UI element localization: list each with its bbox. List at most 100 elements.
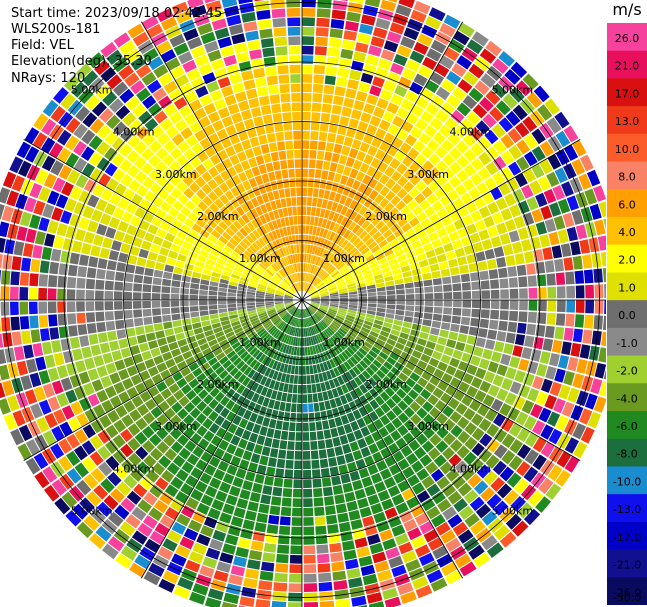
range-gate bbox=[296, 347, 300, 356]
range-gate bbox=[195, 413, 207, 425]
range-gate bbox=[100, 188, 114, 202]
range-gate bbox=[476, 182, 489, 195]
range-gate bbox=[282, 323, 288, 332]
range-gate bbox=[334, 193, 342, 203]
range-gate bbox=[346, 500, 358, 512]
range-gate bbox=[260, 376, 268, 386]
range-gate bbox=[434, 292, 443, 300]
range-gate bbox=[433, 285, 443, 293]
range-gate bbox=[24, 197, 37, 213]
range-gate bbox=[415, 153, 427, 166]
range-gate bbox=[435, 440, 449, 453]
range-gate bbox=[249, 244, 258, 254]
range-gate bbox=[344, 256, 353, 264]
range-gate bbox=[403, 181, 415, 193]
range-gate bbox=[548, 231, 560, 246]
ring-label: 4.00km bbox=[113, 462, 155, 475]
range-gate bbox=[349, 470, 361, 482]
range-gate bbox=[372, 359, 382, 369]
range-gate bbox=[76, 289, 85, 300]
range-gate bbox=[175, 469, 189, 482]
range-gate bbox=[398, 76, 412, 89]
range-gate bbox=[413, 223, 424, 234]
range-gate bbox=[114, 281, 124, 291]
range-gate bbox=[41, 246, 53, 261]
range-gate bbox=[88, 135, 103, 150]
range-gate bbox=[329, 466, 340, 477]
range-gate bbox=[285, 374, 291, 384]
range-gate bbox=[290, 545, 302, 555]
range-gate bbox=[415, 395, 427, 407]
range-gate bbox=[141, 240, 152, 251]
range-gate bbox=[361, 344, 370, 353]
range-gate bbox=[601, 331, 606, 347]
range-gate bbox=[97, 124, 112, 140]
range-gate bbox=[518, 276, 528, 288]
range-gate bbox=[421, 186, 433, 199]
range-gate bbox=[237, 406, 247, 417]
range-gate bbox=[376, 286, 386, 292]
range-gate bbox=[477, 403, 490, 417]
range-gate bbox=[425, 364, 436, 375]
range-gate bbox=[168, 365, 180, 376]
range-gate bbox=[314, 354, 319, 364]
colorbar-tick-label: -13.0 bbox=[613, 503, 641, 516]
range-gate bbox=[156, 427, 169, 440]
range-gate bbox=[292, 356, 297, 365]
range-gate bbox=[207, 191, 219, 202]
range-gate bbox=[246, 390, 255, 401]
range-gate bbox=[292, 121, 301, 131]
range-gate bbox=[182, 175, 194, 187]
range-gate bbox=[427, 447, 441, 460]
range-gate bbox=[274, 341, 281, 350]
range-gate bbox=[333, 95, 344, 106]
range-gate bbox=[216, 380, 227, 391]
range-gate bbox=[195, 163, 207, 176]
range-gate bbox=[221, 419, 232, 431]
range-gate bbox=[294, 254, 298, 263]
range-gate bbox=[155, 147, 169, 160]
range-gate bbox=[579, 408, 593, 425]
range-gate bbox=[344, 349, 352, 358]
range-gate bbox=[236, 395, 246, 406]
range-gate bbox=[95, 198, 108, 212]
range-gate bbox=[302, 356, 306, 366]
range-gate bbox=[309, 289, 317, 295]
range-gate bbox=[105, 227, 117, 239]
range-gate bbox=[468, 187, 481, 200]
range-gate bbox=[4, 239, 16, 255]
range-gate bbox=[294, 149, 302, 159]
range-gate bbox=[382, 110, 395, 123]
range-gate bbox=[373, 249, 383, 257]
range-gate bbox=[135, 362, 147, 373]
range-gate bbox=[326, 281, 335, 287]
range-gate bbox=[247, 501, 259, 512]
range-gate bbox=[300, 272, 302, 282]
range-gate bbox=[363, 273, 373, 280]
range-gate bbox=[554, 258, 564, 272]
range-gate bbox=[518, 311, 528, 323]
range-gate bbox=[383, 476, 396, 489]
range-gate bbox=[369, 388, 379, 399]
range-gate bbox=[294, 159, 302, 168]
range-gate bbox=[493, 524, 510, 541]
range-gate bbox=[199, 472, 212, 485]
range-gate bbox=[239, 336, 249, 344]
range-gate bbox=[180, 300, 189, 307]
colorbar-segment bbox=[607, 438, 647, 467]
range-gate bbox=[312, 83, 324, 94]
range-gate bbox=[432, 131, 446, 145]
range-gate bbox=[249, 432, 259, 443]
range-gate bbox=[190, 77, 205, 90]
range-gate bbox=[164, 506, 180, 521]
colorbar-segment bbox=[607, 244, 647, 273]
range-gate bbox=[354, 398, 363, 409]
range-gate bbox=[279, 310, 287, 317]
range-gate bbox=[396, 294, 406, 300]
range-gate bbox=[267, 310, 277, 315]
range-gate bbox=[352, 224, 361, 234]
range-gate bbox=[336, 313, 346, 319]
range-gate bbox=[288, 431, 296, 441]
range-gate bbox=[148, 340, 159, 350]
range-gate bbox=[133, 309, 143, 318]
